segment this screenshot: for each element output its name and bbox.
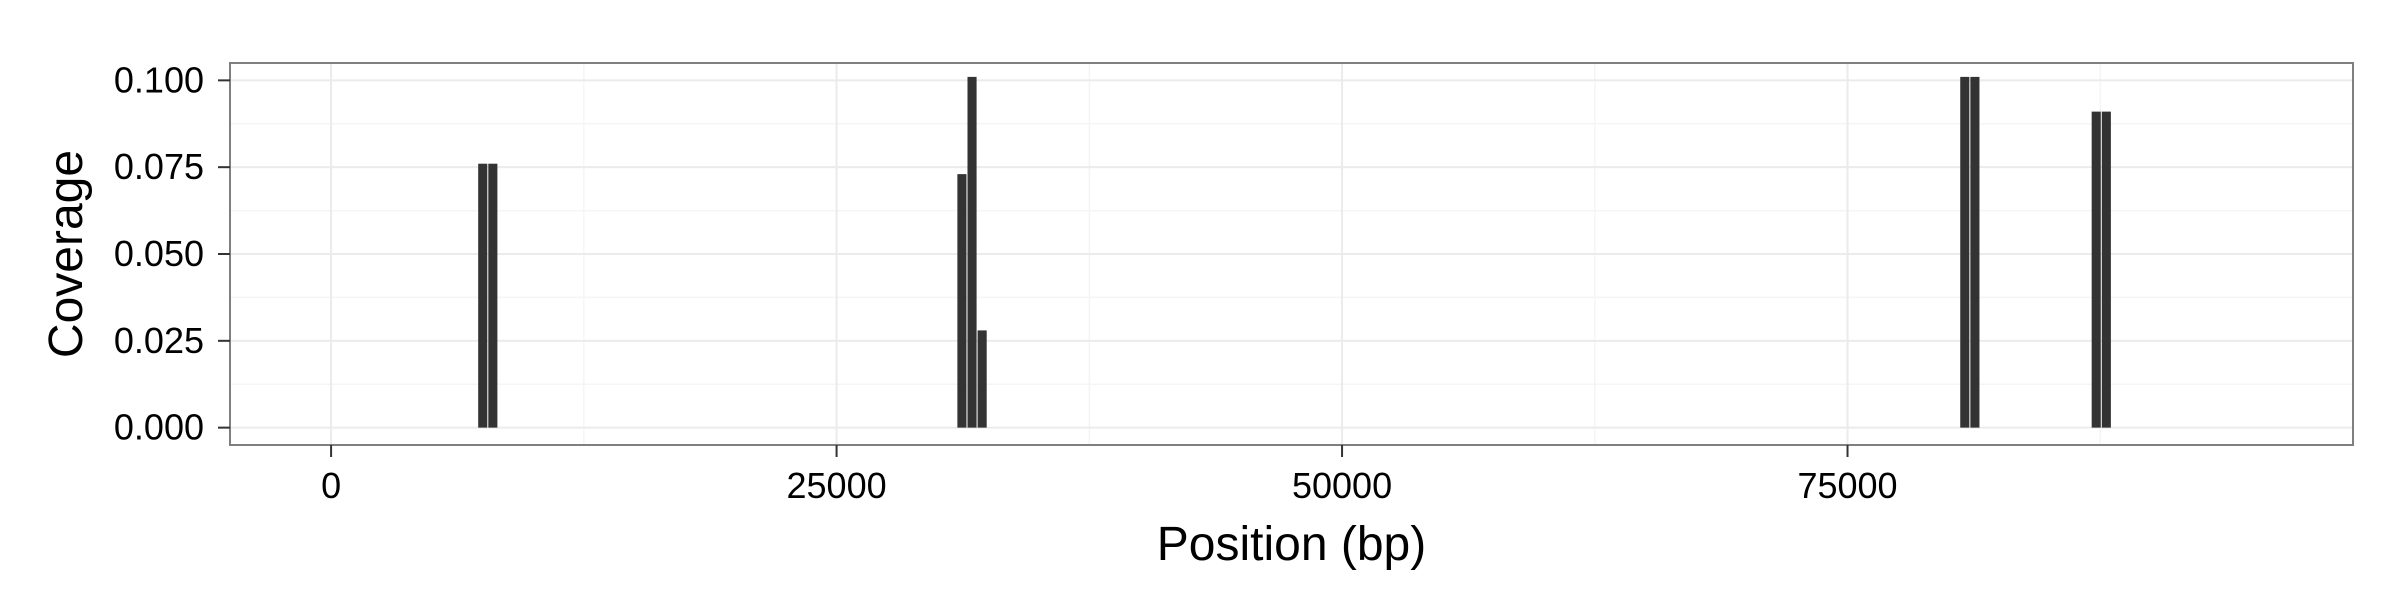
y-axis: 0.000 0.025 0.050 0.075 0.100 xyxy=(114,59,230,448)
bar xyxy=(2101,111,2111,428)
y-tick-label: 0.025 xyxy=(114,320,204,361)
y-tick-label: 0.075 xyxy=(114,146,204,187)
bar xyxy=(957,174,967,428)
x-tick-label: 50000 xyxy=(1292,465,1392,506)
bar xyxy=(488,163,498,428)
y-tick-label: 0.100 xyxy=(114,59,204,100)
y-tick-label: 0.000 xyxy=(114,407,204,448)
y-axis-title: Coverage xyxy=(40,150,93,358)
bars xyxy=(478,76,2111,428)
bar xyxy=(1960,76,1970,428)
bar xyxy=(1970,76,1980,428)
x-axis-title: Position (bp) xyxy=(1157,518,1426,571)
x-tick-label: 75000 xyxy=(1797,465,1897,506)
bar xyxy=(2091,111,2101,428)
x-tick-label: 25000 xyxy=(787,465,887,506)
y-tick-label: 0.050 xyxy=(114,233,204,274)
x-tick-label: 0 xyxy=(321,465,341,506)
x-axis: 0 25000 50000 75000 xyxy=(321,445,1898,506)
bar xyxy=(478,163,488,428)
bar xyxy=(977,330,987,428)
grid xyxy=(230,63,2353,445)
bar xyxy=(967,76,977,428)
